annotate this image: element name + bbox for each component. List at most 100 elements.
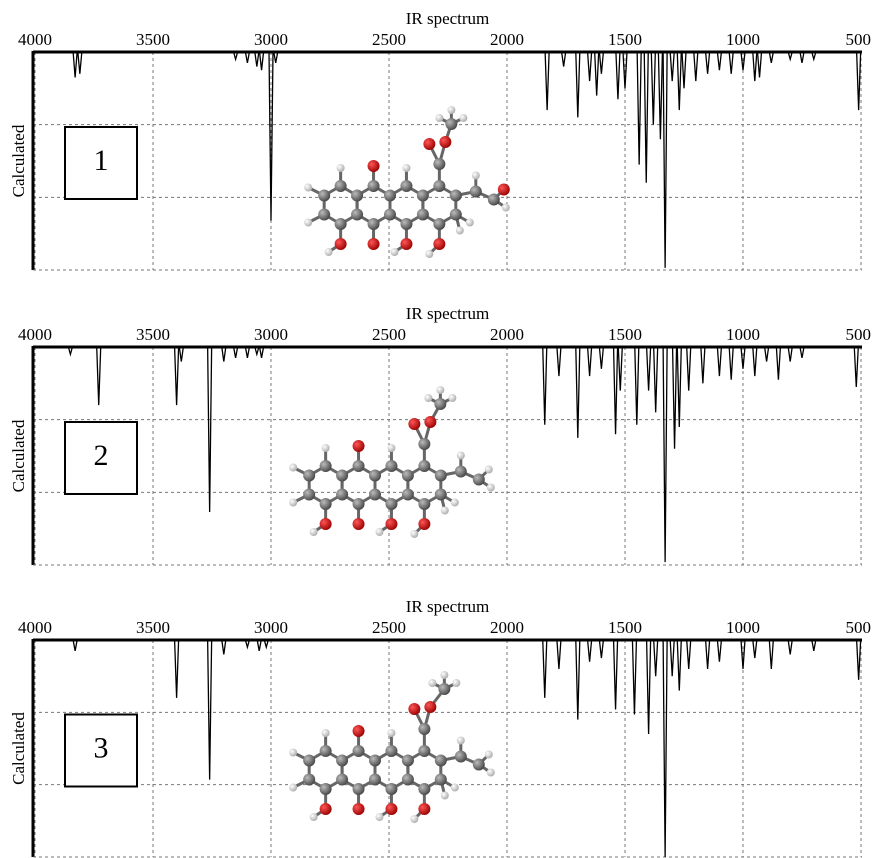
molecule-atom — [472, 172, 480, 180]
molecule-atom — [433, 158, 445, 170]
molecule-atom — [445, 118, 457, 130]
molecule — [304, 106, 510, 258]
spectrum-peak — [260, 52, 264, 70]
spectrum-peak — [670, 640, 674, 676]
spectrum-peak — [706, 640, 710, 669]
molecule-atom — [320, 803, 332, 815]
molecule-atom — [400, 180, 412, 192]
spectrum-peak — [663, 52, 667, 268]
molecule-atom — [402, 470, 414, 482]
molecule-atom — [368, 180, 380, 192]
molecule-atom — [423, 138, 435, 150]
molecule-atom — [304, 184, 312, 192]
molecule-atom — [325, 248, 333, 256]
spectrum-peak — [614, 640, 618, 709]
molecule-atom — [402, 774, 414, 786]
molecule-atom — [303, 489, 315, 501]
spectrum-peak — [175, 640, 179, 698]
molecule-atom — [289, 784, 297, 792]
molecule-atom — [441, 792, 449, 800]
molecule-atom — [385, 498, 397, 510]
x-tick-label: 500 — [846, 325, 872, 344]
molecule-atom — [435, 470, 447, 482]
molecule-atom — [369, 489, 381, 501]
x-tick-label: 3500 — [136, 30, 170, 49]
x-tick-label: 500 — [846, 30, 872, 49]
spectrum-peak — [758, 52, 762, 77]
spectrum-peak — [222, 347, 226, 362]
spectrum-peak — [618, 347, 622, 391]
molecule-atom — [410, 815, 418, 823]
molecule-atom — [351, 190, 363, 202]
molecule-atom — [487, 484, 495, 492]
molecule-atom — [390, 248, 398, 256]
molecule-atom — [353, 725, 365, 737]
spectrum-peak — [741, 347, 745, 369]
x-tick-label: 2000 — [490, 325, 524, 344]
spectrum-peak — [614, 347, 618, 434]
x-tick-label: 3000 — [254, 618, 288, 637]
spectrum-peak — [701, 347, 705, 383]
spectrum-peak — [644, 52, 648, 183]
molecule-atom — [451, 784, 459, 792]
spectrum-peak — [543, 640, 547, 698]
molecule-atom — [455, 751, 467, 763]
molecule-atom — [488, 194, 500, 206]
molecule-atom — [318, 190, 330, 202]
spectrum-peak — [647, 640, 651, 734]
spectrum-peak — [651, 52, 655, 125]
molecule-atom — [375, 813, 383, 821]
molecule-atom — [322, 444, 330, 452]
spectrum-peak — [753, 347, 757, 376]
molecule-atom — [424, 701, 436, 713]
spectrum-peak — [632, 640, 636, 715]
spectrum-peak — [588, 347, 592, 376]
molecule-atom — [456, 227, 464, 235]
spectrum-peak — [255, 52, 259, 67]
molecule-atom — [310, 528, 318, 536]
molecule-atom — [303, 774, 315, 786]
molecule-atom — [353, 518, 365, 530]
molecule-atom — [303, 755, 315, 767]
molecule-atom — [353, 803, 365, 815]
molecule-atom — [436, 386, 444, 394]
molecule-atom — [485, 466, 493, 474]
spectrum-peak — [800, 347, 804, 358]
x-tick-label: 2500 — [372, 30, 406, 49]
molecule-atom — [318, 209, 330, 221]
spectrum-peak — [769, 52, 773, 63]
molecule-atom — [418, 498, 430, 510]
molecule-atom — [369, 774, 381, 786]
molecule-atom — [336, 755, 348, 767]
molecule-atom — [410, 530, 418, 538]
spectrum-peak — [677, 52, 681, 110]
spectrum-peak — [753, 52, 757, 81]
molecule-atom — [336, 489, 348, 501]
molecule-atom — [353, 745, 365, 757]
page: {"chart_data": [ {"type": "stick", "titl… — [0, 0, 872, 858]
spectrum-peak — [854, 347, 858, 387]
x-tick-label: 1500 — [608, 325, 642, 344]
molecule-atom — [385, 783, 397, 795]
spectrum-peak — [654, 640, 658, 676]
x-tick-label: 4000 — [18, 325, 52, 344]
molecule-atom — [424, 394, 432, 402]
spectrum-peak — [245, 347, 249, 358]
molecule-atom — [452, 679, 460, 687]
molecule-atom — [385, 460, 397, 472]
spectrum-peak — [588, 52, 592, 81]
molecule-atom — [336, 774, 348, 786]
spectrum-peak — [788, 347, 792, 362]
spectrum-peak — [729, 347, 733, 380]
spectrum-peak — [654, 347, 658, 412]
molecule-atom — [417, 190, 429, 202]
molecule-atom — [433, 218, 445, 230]
spectrum-peak — [677, 347, 681, 427]
spectrum-peak — [599, 52, 603, 74]
spectrum-peak — [663, 640, 667, 857]
molecule-atom — [435, 114, 443, 122]
spectrum-peak — [179, 347, 183, 362]
molecule-atom — [369, 755, 381, 767]
